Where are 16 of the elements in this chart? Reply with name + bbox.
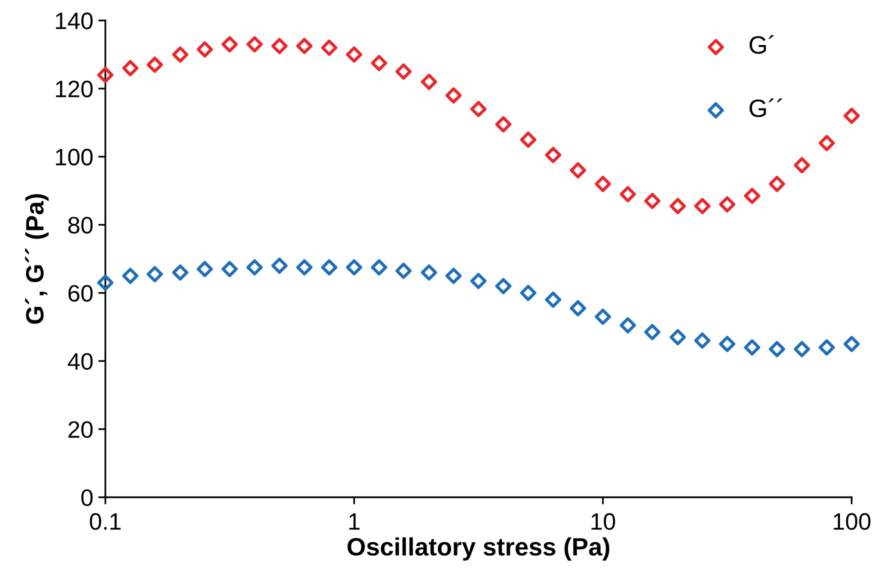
x-axis-title: Oscillatory stress (Pa) [348, 537, 610, 561]
y-tick-label: 120 [56, 80, 93, 98]
x-tick-label: 100 [834, 513, 870, 530]
y-tick-label: 40 [68, 353, 93, 370]
legend-label: G´ [750, 35, 774, 54]
y-tick-label: 140 [56, 12, 93, 30]
x-tick-label: 10 [592, 513, 616, 530]
x-tick-label: 0.1 [90, 513, 121, 530]
x-tick-label: 1 [349, 513, 360, 530]
y-tick-label: 60 [68, 284, 93, 302]
y-tick-label: 80 [68, 216, 93, 234]
y-tick-label: 100 [56, 148, 93, 166]
y-axis-title: G´, G´´ (Pa) [25, 194, 49, 324]
y-tick-label: 0 [81, 489, 93, 506]
y-tick-label: 20 [68, 421, 93, 438]
legend-label: G´´ [750, 98, 782, 118]
